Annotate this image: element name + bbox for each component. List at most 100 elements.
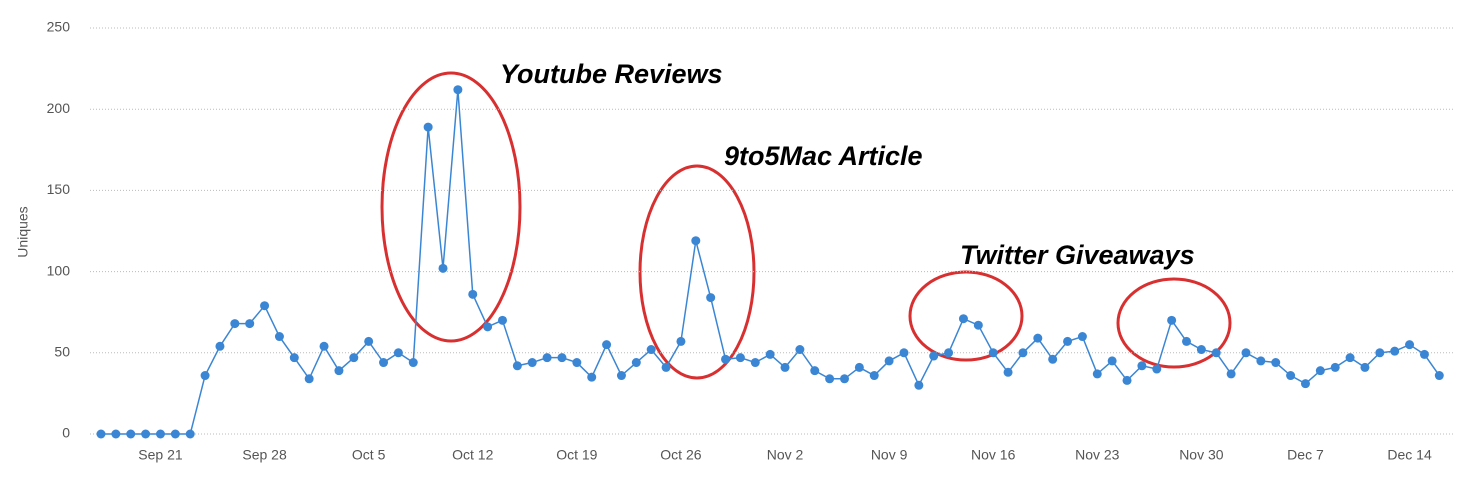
data-point <box>810 366 820 376</box>
data-point <box>126 429 136 439</box>
data-point <box>1167 315 1177 325</box>
x-tick-label: Oct 26 <box>660 447 701 463</box>
data-point <box>527 358 537 368</box>
x-tick-label: Sep 28 <box>242 447 287 463</box>
data-point <box>1375 348 1385 358</box>
data-point <box>1107 356 1117 366</box>
data-point <box>1241 348 1251 358</box>
highlight-ellipse <box>1116 277 1232 369</box>
data-point <box>1137 361 1147 371</box>
data-point <box>869 371 879 381</box>
data-point <box>304 374 314 384</box>
annotation: 9to5Mac Article <box>724 141 923 171</box>
data-point <box>245 319 255 329</box>
y-tick-label: 150 <box>47 181 71 197</box>
data-point <box>661 362 671 372</box>
data-point <box>141 429 151 439</box>
data-point <box>408 358 418 368</box>
data-point <box>929 351 939 361</box>
data-point <box>691 236 701 246</box>
y-tick-label: 250 <box>47 19 71 35</box>
data-point <box>1226 369 1236 379</box>
data-point <box>735 353 745 363</box>
x-tick-label: Sep 21 <box>138 447 183 463</box>
data-point <box>230 319 240 329</box>
data-point <box>750 358 760 368</box>
x-tick-label: Oct 12 <box>452 447 493 463</box>
data-point <box>602 340 612 350</box>
data-point <box>1033 333 1043 343</box>
data-point <box>379 358 389 368</box>
data-point <box>1419 349 1429 359</box>
annotation: Twitter Giveaways <box>960 240 1195 270</box>
y-tick-label: 200 <box>47 100 71 116</box>
data-point <box>795 345 805 355</box>
data-point <box>616 371 626 381</box>
data-point <box>200 371 210 381</box>
x-tick-label: Nov 23 <box>1075 447 1120 463</box>
data-point <box>631 358 641 368</box>
data-point <box>1360 362 1370 372</box>
data-point <box>1286 371 1296 381</box>
data-point <box>646 345 656 355</box>
data-point <box>111 429 121 439</box>
data-point <box>1405 340 1415 350</box>
y-tick-label: 50 <box>54 344 70 360</box>
data-point <box>988 348 998 358</box>
y-tick-label: 100 <box>47 262 71 278</box>
data-point <box>96 429 106 439</box>
data-point <box>840 374 849 384</box>
data-point <box>572 358 582 368</box>
x-tick-label: Dec 7 <box>1287 447 1324 463</box>
data-point <box>497 315 507 325</box>
data-point <box>468 289 478 299</box>
data-point <box>483 322 493 332</box>
data-point <box>899 348 909 358</box>
data-point <box>1182 336 1192 346</box>
data-point <box>319 341 329 351</box>
data-point <box>1152 364 1162 374</box>
data-point <box>393 348 403 358</box>
data-point <box>542 353 552 363</box>
data-point <box>1434 371 1444 381</box>
data-point <box>721 354 731 364</box>
data-point <box>1211 348 1221 358</box>
data-point <box>706 293 716 303</box>
y-tick-label: 0 <box>62 425 70 441</box>
data-point <box>334 366 344 376</box>
data-point <box>854 362 864 372</box>
y-axis-label: Uniques <box>15 206 31 257</box>
highlight-ellipse <box>380 71 522 343</box>
data-point <box>170 429 180 439</box>
data-point <box>438 263 448 273</box>
data-point <box>512 361 522 371</box>
data-point <box>765 349 775 359</box>
data-point <box>423 122 433 132</box>
x-tick-label: Oct 19 <box>556 447 597 463</box>
data-point <box>260 301 270 311</box>
data-point <box>825 374 835 384</box>
data-point <box>453 85 463 95</box>
data-point <box>1300 379 1310 389</box>
data-point <box>1315 366 1325 376</box>
data-point <box>780 362 790 372</box>
data-point <box>1256 356 1266 366</box>
data-point <box>1390 346 1400 356</box>
x-tick-label: Nov 16 <box>971 447 1016 463</box>
data-point <box>958 314 968 324</box>
data-point <box>884 356 894 366</box>
data-point <box>676 336 686 346</box>
data-point <box>973 320 983 330</box>
data-point <box>1048 354 1058 364</box>
data-point <box>289 353 299 363</box>
data-point <box>349 353 359 363</box>
x-tick-label: Nov 9 <box>871 447 908 463</box>
data-point <box>155 429 165 439</box>
data-point <box>1196 345 1206 355</box>
x-tick-label: Oct 5 <box>352 447 386 463</box>
data-point <box>1092 369 1102 379</box>
annotation: Youtube Reviews <box>500 59 723 89</box>
data-point <box>1122 375 1132 385</box>
data-point <box>1018 348 1028 358</box>
